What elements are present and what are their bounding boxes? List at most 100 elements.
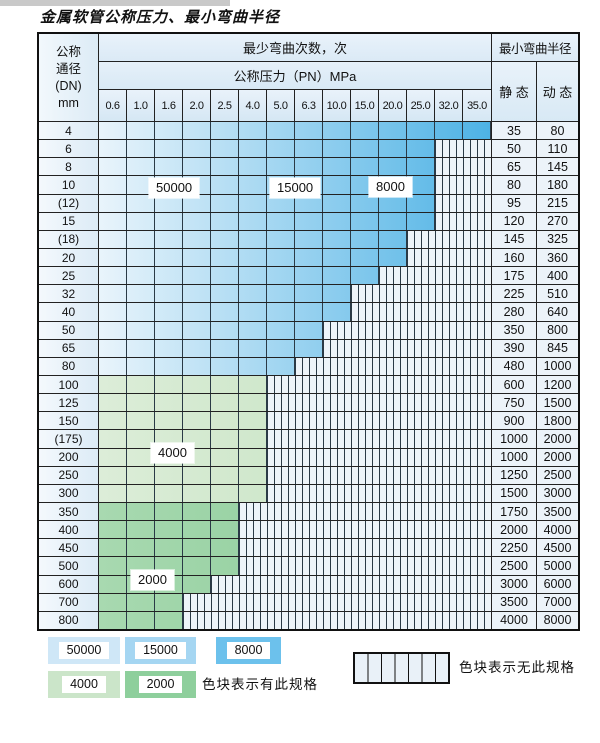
static-value-cell: 2000	[491, 521, 536, 539]
table-row: (18) 145 325	[39, 230, 578, 249]
no-spec-hatch	[211, 575, 491, 593]
static-value-cell: 2500	[491, 557, 536, 575]
no-spec-hatch	[239, 557, 491, 575]
dn-cell: (18)	[39, 230, 99, 248]
legend-swatch: 8000	[216, 637, 281, 664]
no-spec-hatch	[267, 466, 491, 484]
no-spec-hatch	[267, 484, 491, 502]
dn-cell: 450	[39, 539, 99, 557]
pressure-values-row: 0.6 1.0 1.6 2.0 2.5 4.0 5.0 6.3 10.0 15.0 20.0 25.0…	[99, 90, 491, 121]
legend-swatch: 15000	[125, 637, 196, 664]
dynamic-value-cell: 2500	[536, 466, 578, 484]
dn-cell: 8	[39, 158, 99, 176]
no-spec-hatch	[435, 194, 491, 212]
dynamic-value-cell: 80	[536, 122, 578, 140]
dn-cell: (12)	[39, 194, 99, 212]
spec-fill	[99, 611, 183, 629]
pressure-col-header: 35.0	[463, 90, 491, 121]
static-value-cell: 145	[491, 230, 536, 248]
spec-fill	[99, 539, 239, 557]
static-value-cell: 390	[491, 339, 536, 357]
no-spec-hatch	[239, 539, 491, 557]
static-value-cell: 750	[491, 394, 536, 412]
table-row: 65 390 845	[39, 339, 578, 358]
dynamic-value-cell: 1500	[536, 394, 578, 412]
no-spec-hatch	[351, 285, 491, 303]
no-spec-hatch	[295, 357, 491, 375]
dynamic-value-cell: 7000	[536, 593, 578, 611]
spec-fill	[99, 248, 407, 267]
table-row: 6 50 110	[39, 140, 578, 159]
static-value-cell: 95	[491, 194, 536, 212]
spec-fill	[99, 521, 239, 539]
pressure-col-header: 1.6	[155, 90, 183, 121]
pressure-col-header: 2.0	[183, 90, 211, 121]
cycles-header: 最少弯曲次数，次	[99, 34, 491, 62]
zone-cycle-label: 50000	[149, 178, 200, 198]
table-row: 50 350 800	[39, 321, 578, 340]
dn-cell: 200	[39, 448, 99, 466]
static-value-cell: 35	[491, 122, 536, 140]
dynamic-value-cell: 5000	[536, 557, 578, 575]
dynamic-value-cell: 510	[536, 285, 578, 303]
dynamic-value-cell: 1000	[536, 357, 578, 375]
table-row: 32 225 510	[39, 285, 578, 304]
static-value-cell: 4000	[491, 611, 536, 629]
dn-cell: 40	[39, 303, 99, 321]
dn-cell: 10	[39, 176, 99, 194]
zone-cycle-label: 2000	[131, 570, 174, 590]
spec-fill	[99, 394, 267, 412]
table-row: 40 280 640	[39, 303, 578, 322]
spec-fill	[99, 484, 267, 502]
pressure-col-header: 20.0	[379, 90, 407, 121]
static-value-cell: 1000	[491, 430, 536, 448]
dynamic-value-cell: 640	[536, 303, 578, 321]
dynamic-value-cell: 6000	[536, 575, 578, 593]
spec-fill	[99, 502, 239, 521]
dynamic-value-cell: 145	[536, 158, 578, 176]
dn-cell: 500	[39, 557, 99, 575]
dn-cell: 15	[39, 212, 99, 230]
legend-swatch: 50000	[48, 637, 120, 664]
legend-swatch: 2000	[125, 671, 196, 698]
dynamic-value-cell: 325	[536, 230, 578, 248]
table-row: (175) 1000 2000	[39, 430, 578, 449]
dn-cell: (175)	[39, 430, 99, 448]
static-value-cell: 65	[491, 158, 536, 176]
dynamic-value-cell: 180	[536, 176, 578, 194]
dynamic-value-cell: 3500	[536, 502, 578, 521]
spec-fill	[99, 140, 435, 158]
no-spec-hatch	[407, 230, 491, 248]
spec-fill	[99, 593, 183, 611]
static-value-cell: 225	[491, 285, 536, 303]
table-row: 500 2500 5000	[39, 557, 578, 576]
no-spec-hatch	[351, 303, 491, 321]
table-row: 125 750 1500	[39, 394, 578, 413]
table-body: 4 35 80 6 50 110 8 65 145 10 80 180 (12) 95 215 15 120 27…	[39, 122, 578, 629]
zone-cycle-label: 15000	[270, 178, 321, 198]
table-row: 80 480 1000	[39, 357, 578, 376]
dn-cell: 600	[39, 575, 99, 593]
no-spec-hatch	[379, 267, 491, 285]
dn-cell: 32	[39, 285, 99, 303]
dn-cell: 700	[39, 593, 99, 611]
table-header: 公称 通径 (DN) mm 最少弯曲次数，次 公称压力（PN）MPa 0.6 1.…	[39, 34, 578, 122]
header-right-block: 最小弯曲半径 静 态 动 态	[491, 34, 578, 121]
no-spec-hatch	[267, 448, 491, 466]
static-value-cell: 480	[491, 357, 536, 375]
dn-cell: 150	[39, 412, 99, 430]
dynamic-value-cell: 3000	[536, 484, 578, 502]
table-row: 400 2000 4000	[39, 521, 578, 540]
dynamic-value-cell: 4000	[536, 521, 578, 539]
spec-fill	[99, 321, 323, 339]
page-title: 金属软管公称压力、最小弯曲半径	[40, 8, 281, 26]
no-spec-hatch	[267, 375, 491, 394]
table-row: 4 35 80	[39, 122, 578, 141]
table-row: 300 1500 3000	[39, 484, 578, 503]
no-spec-hatch	[183, 611, 491, 629]
static-value-cell: 900	[491, 412, 536, 430]
spec-fill	[99, 212, 435, 230]
pressure-col-header: 0.6	[99, 90, 127, 121]
legend-swatch-label: 4000	[62, 676, 106, 693]
spec-fill	[99, 122, 491, 140]
